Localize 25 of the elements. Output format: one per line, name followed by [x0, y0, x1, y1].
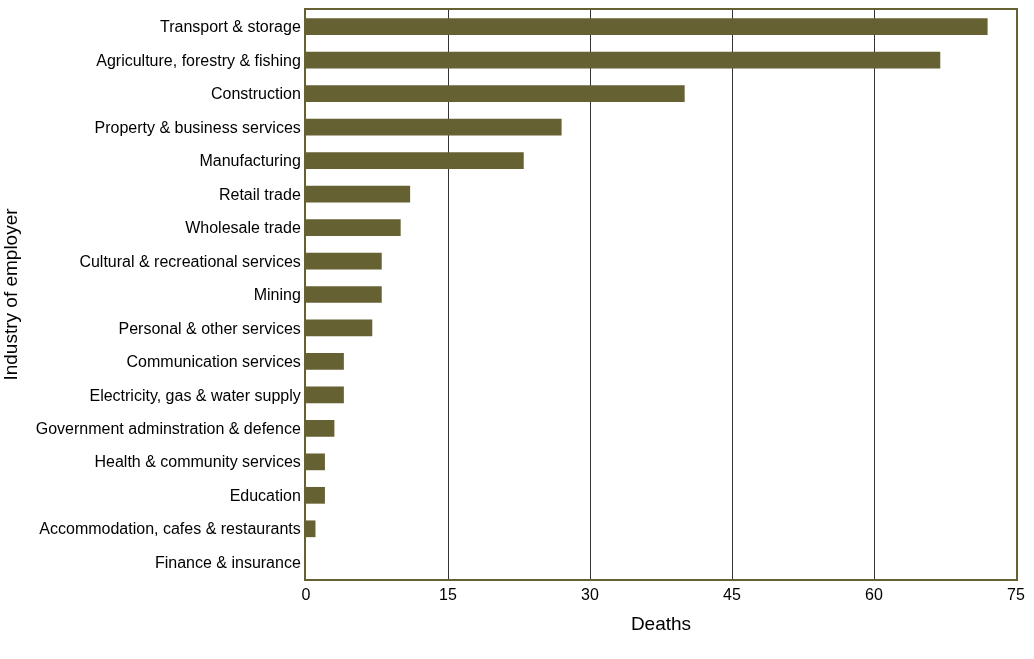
x-tick-label: 60: [865, 586, 883, 604]
x-tick-label: 0: [301, 586, 311, 604]
y-tick-label: Property & business services: [94, 118, 301, 136]
y-tick-label: Communication services: [126, 353, 301, 371]
x-tick-label: 15: [439, 586, 457, 604]
y-tick-label: Cultural & recreational services: [79, 252, 301, 270]
y-tick-label: Electricity, gas & water supply: [89, 386, 301, 404]
y-tick-label: Personal & other services: [118, 319, 301, 337]
y-tick-label: Retail trade: [218, 185, 301, 203]
y-tick-label: Construction: [210, 85, 301, 103]
x-tick-label: 75: [1007, 586, 1025, 604]
y-tick-label: Agriculture, forestry & fishing: [96, 51, 301, 69]
x-axis-title: Deaths: [630, 612, 692, 634]
y-tick-label: Transport & storage: [159, 18, 301, 36]
y-tick-label: Mining: [253, 286, 301, 304]
x-tick-label: 45: [723, 586, 741, 604]
y-tick-label: Government adminstration & defence: [35, 419, 301, 437]
y-tick-label: Health & community services: [94, 453, 301, 471]
y-axis-title: Industry of employer: [0, 207, 21, 381]
x-tick-label: 30: [581, 586, 599, 604]
y-tick-label: Manufacturing: [199, 152, 301, 170]
y-tick-label: Education: [229, 486, 301, 504]
y-tick-label: Accommodation, cafes & restaurants: [39, 520, 301, 538]
y-tick-label: Wholesale trade: [185, 219, 301, 237]
y-tick-label: Finance & insurance: [154, 553, 301, 571]
